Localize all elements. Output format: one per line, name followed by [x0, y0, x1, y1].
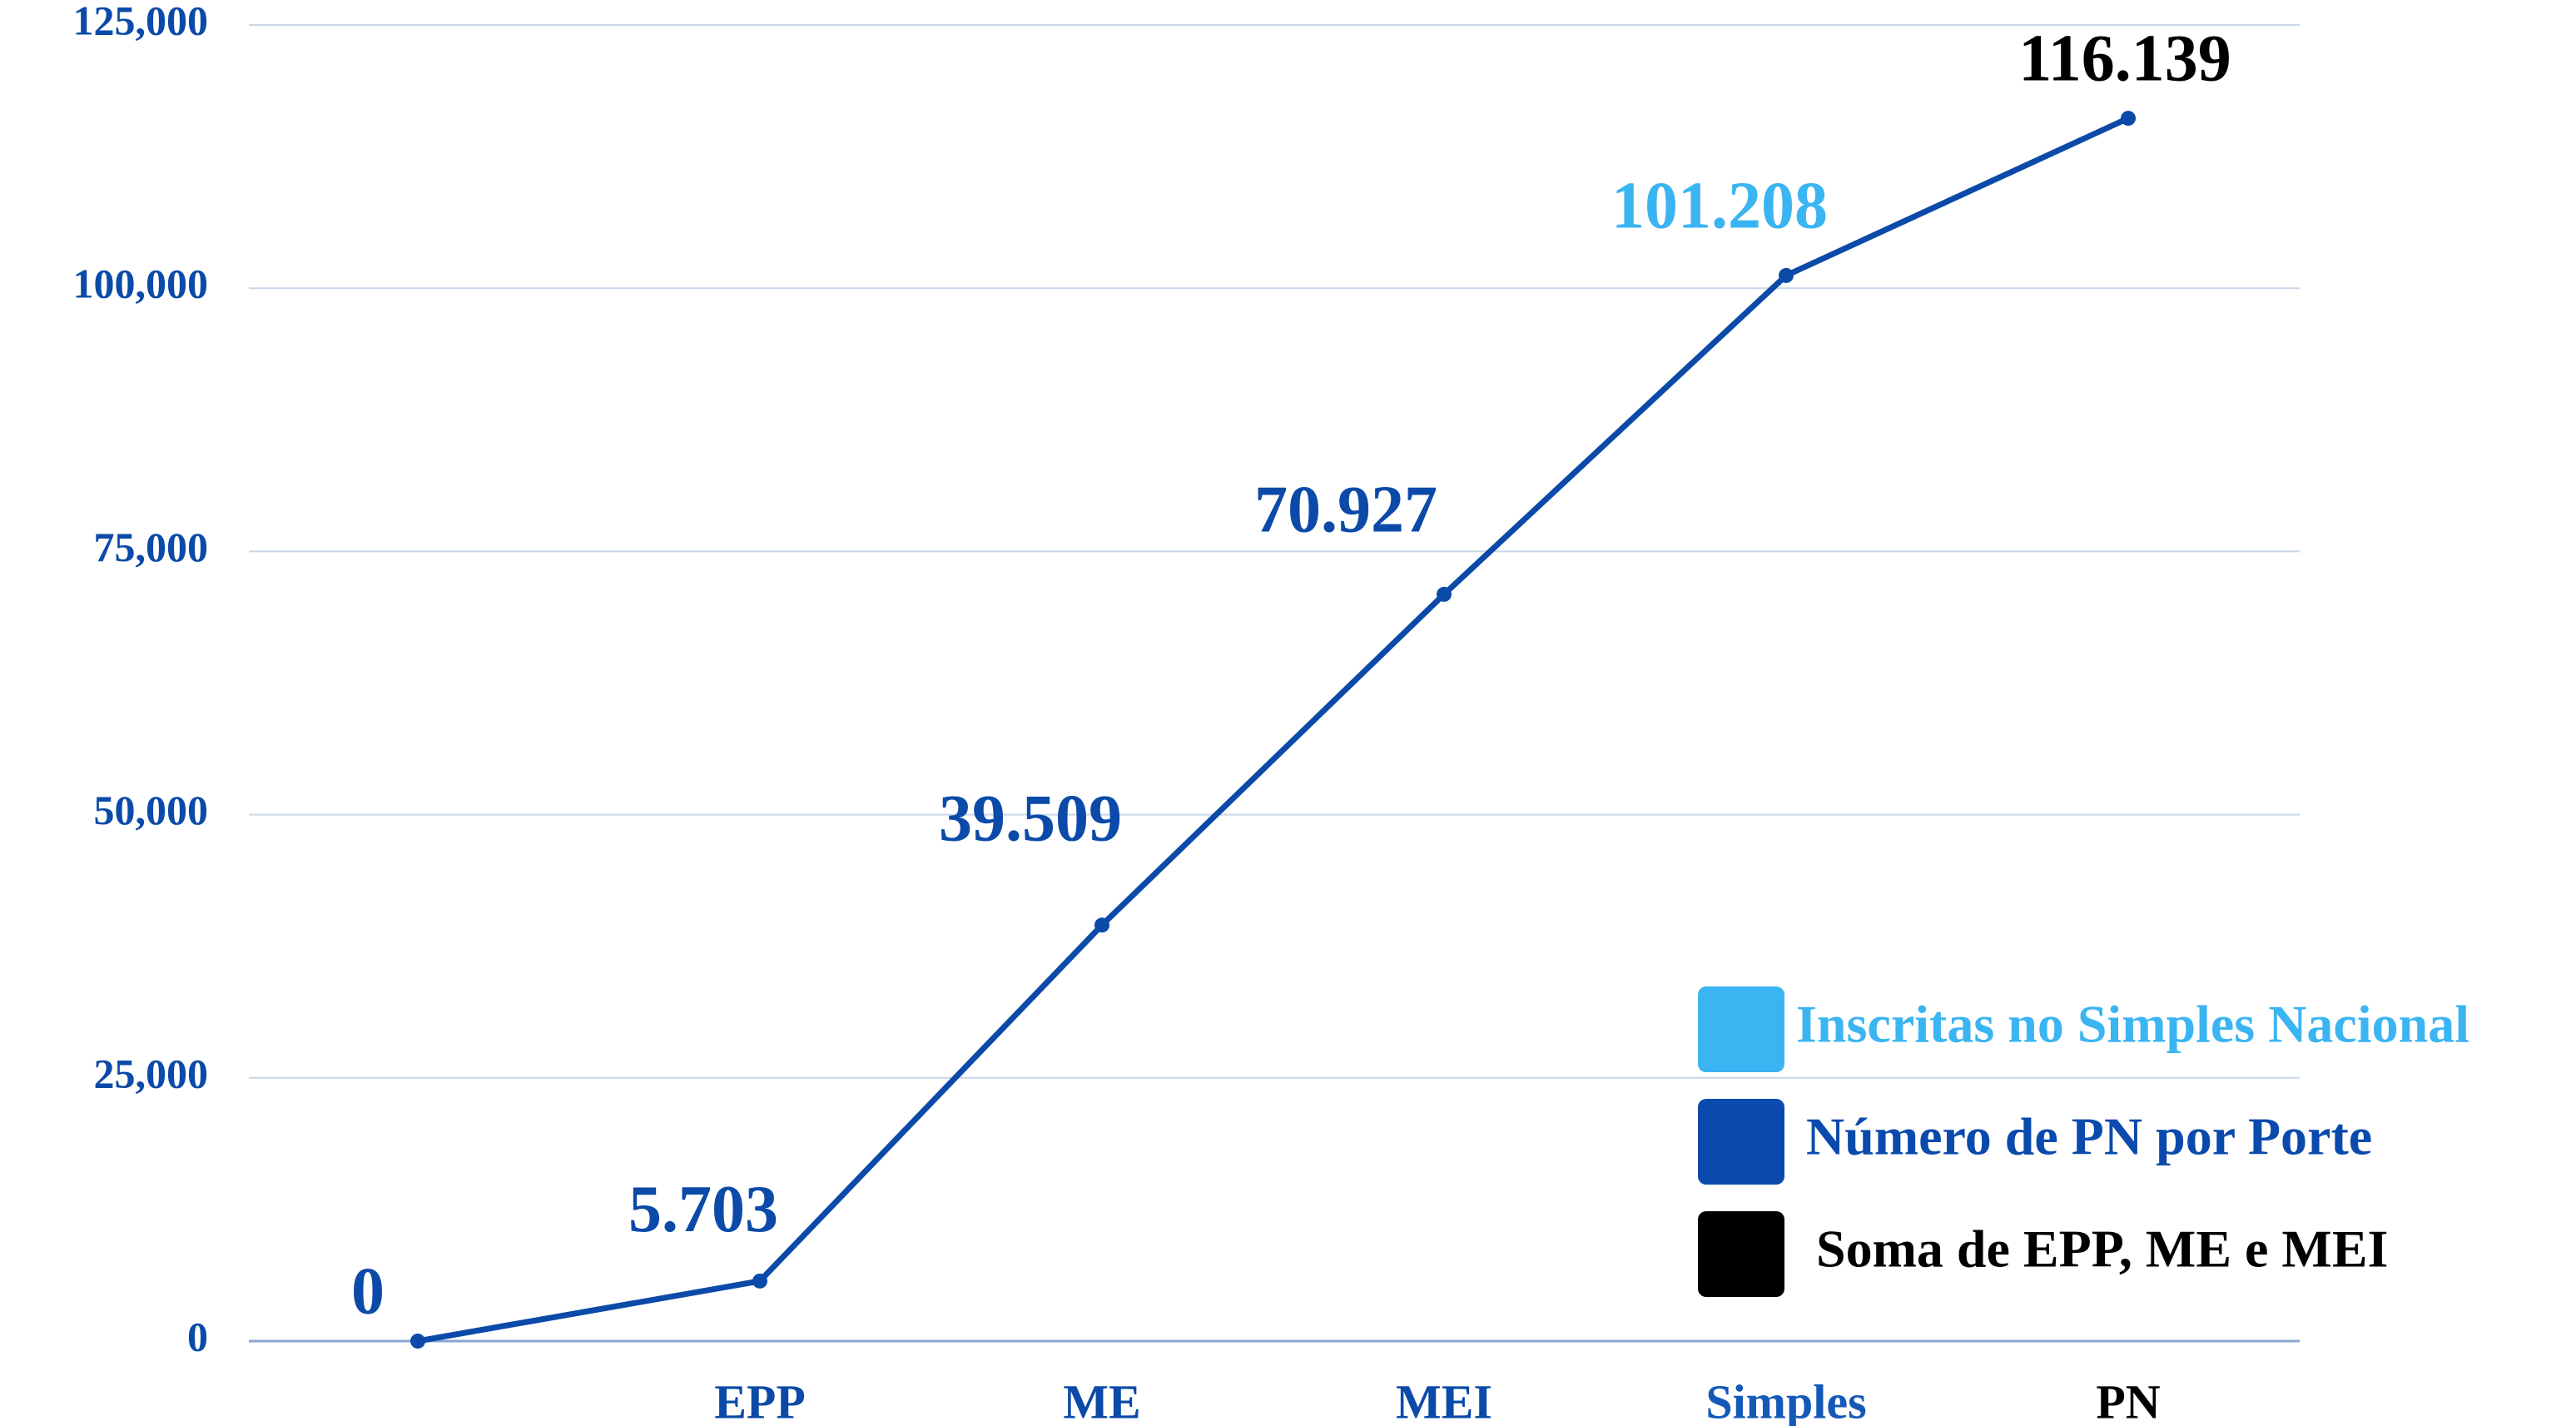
x-tick-label: MEI — [1396, 1374, 1492, 1426]
data-label: 70.927 — [1254, 473, 1437, 546]
line — [417, 115, 2130, 1344]
x-tick-label: ME — [1063, 1374, 1140, 1426]
point — [1779, 267, 1794, 283]
data-label: 116.139 — [2018, 22, 2231, 95]
legend-swatch — [1698, 986, 1784, 1072]
x-tick-label: EPP — [714, 1374, 806, 1426]
legend-swatch — [1698, 1099, 1784, 1185]
legend-label: Número de PN por Porte — [1806, 1107, 2372, 1166]
y-tick-label: 0 — [187, 1313, 208, 1359]
legend-label: Soma de EPP, ME e MEI — [1816, 1220, 2388, 1279]
data-label: 39.509 — [939, 783, 1122, 856]
point — [2121, 111, 2136, 127]
y-tick-label: 50,000 — [94, 787, 209, 833]
data-label: 101.208 — [1611, 169, 1828, 242]
legend-label: Inscritas no Simples Nacional — [1796, 995, 2469, 1054]
point — [752, 1273, 767, 1289]
x-tick-label: PN — [2096, 1374, 2160, 1426]
data-label: 5.703 — [628, 1173, 778, 1246]
y-tick-label: 125,000 — [73, 0, 209, 43]
point — [1094, 917, 1109, 933]
y-tick-label: 75,000 — [94, 524, 209, 570]
point — [1437, 586, 1452, 602]
point — [410, 1334, 425, 1349]
y-tick-label: 25,000 — [94, 1050, 209, 1096]
legend-swatch — [1698, 1211, 1784, 1297]
data-label: 0 — [351, 1255, 385, 1328]
y-tick-label: 100,000 — [73, 261, 209, 307]
x-tick-label: Simples — [1705, 1374, 1866, 1426]
